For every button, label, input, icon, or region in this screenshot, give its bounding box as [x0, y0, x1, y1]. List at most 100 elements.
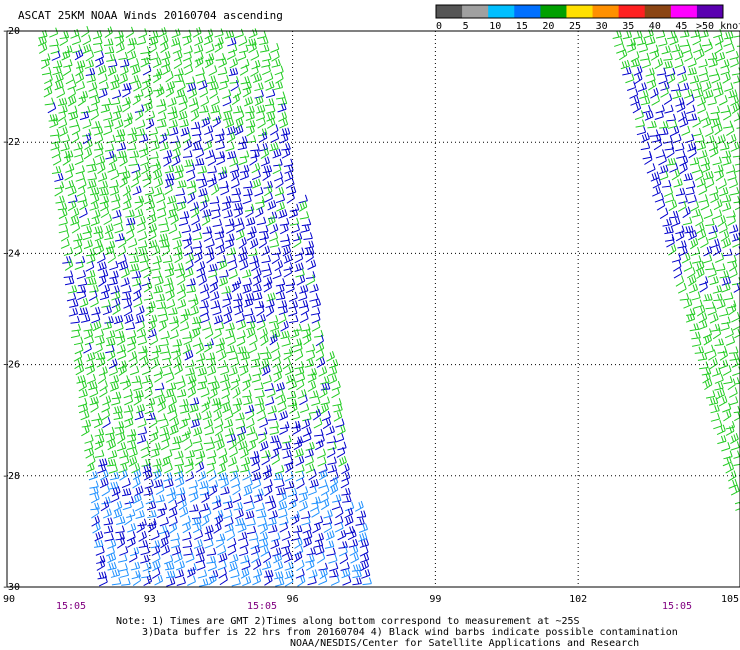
wind-barb: [182, 531, 192, 541]
wind-barb: [207, 165, 217, 174]
wind-barb: [107, 552, 117, 564]
map-grid: [7, 31, 740, 587]
wind-barb: [659, 121, 669, 129]
wind-barb: [332, 398, 342, 407]
wind-barb: [640, 96, 651, 106]
wind-barb: [255, 389, 265, 399]
wind-barb: [280, 234, 290, 242]
wind-barb: [146, 501, 157, 511]
wind-barb: [254, 397, 264, 406]
wind-barb: [200, 95, 210, 107]
wind-barb: [714, 87, 724, 98]
wind-barb: [246, 230, 256, 241]
wind-barb: [664, 186, 673, 197]
wind-barb: [191, 321, 202, 331]
wind-barb: [199, 300, 209, 309]
wind-barb: [256, 104, 266, 114]
wind-barb: [258, 432, 267, 444]
wind-barb: [168, 507, 178, 519]
wind-barb: [129, 365, 140, 376]
wind-barb: [85, 50, 95, 62]
wind-barb: [270, 322, 280, 332]
wind-barb: [723, 120, 733, 129]
wind-barb: [729, 178, 739, 189]
wind-barb: [246, 135, 257, 143]
wind-barb: [204, 133, 214, 144]
wind-barb: [195, 147, 205, 159]
wind-barb: [152, 560, 161, 572]
wind-barb: [731, 232, 740, 242]
wind-barb: [70, 329, 81, 339]
wind-barb: [730, 141, 740, 152]
wind-barb: [299, 284, 309, 294]
wind-barb: [100, 500, 110, 512]
wind-barb: [197, 569, 208, 579]
wind-barb: [234, 305, 244, 316]
wind-barb: [720, 230, 730, 242]
wind-barb: [111, 290, 121, 301]
wind-barb: [251, 170, 261, 181]
wind-barb: [731, 311, 740, 323]
wind-barb: [250, 143, 260, 152]
wind-barb: [698, 66, 708, 77]
wind-barb: [90, 401, 99, 413]
wind-barb: [195, 173, 206, 181]
wind-barb: [309, 390, 319, 399]
wind-barb: [720, 65, 730, 76]
wind-barb: [271, 50, 280, 62]
wind-barb: [215, 238, 225, 250]
wind-barb: [275, 464, 285, 475]
wind-barb: [692, 116, 701, 128]
wind-barb: [115, 525, 125, 534]
wind-barb: [220, 365, 230, 376]
wind-barb: [188, 97, 199, 107]
wind-barb: [239, 170, 249, 181]
wind-barb: [244, 297, 254, 308]
wind-barb: [174, 68, 184, 77]
wind-barb: [302, 432, 312, 443]
wind-barb: [179, 398, 189, 407]
wind-barb: [242, 470, 252, 481]
wind-barb: [70, 315, 80, 324]
wind-barb: [218, 448, 228, 459]
wind-barb: [143, 292, 154, 301]
wind-barb: [237, 319, 247, 331]
wind-barb: [59, 126, 68, 137]
wind-barb: [192, 516, 202, 526]
wind-barb: [169, 315, 179, 325]
wind-barb: [277, 401, 287, 413]
wind-barb: [117, 441, 127, 452]
wind-barb: [712, 284, 723, 294]
wind-barb: [49, 128, 60, 137]
wind-barb: [306, 274, 316, 286]
wind-barb: [709, 276, 719, 286]
wind-barb: [687, 57, 697, 68]
wind-barb: [37, 36, 47, 47]
wind-barb: [246, 216, 256, 227]
wind-barb: [647, 79, 657, 91]
wind-barb: [248, 42, 257, 54]
wind-barb: [221, 388, 230, 400]
wind-barb: [644, 110, 654, 121]
wind-barb: [138, 231, 148, 241]
wind-barb: [163, 155, 172, 167]
wind-barb: [128, 158, 139, 167]
wind-barb: [280, 421, 290, 430]
wind-barb: [182, 132, 192, 144]
wind-barb: [236, 222, 245, 233]
wind-barb: [280, 330, 290, 340]
wind-barb: [142, 79, 151, 91]
wind-barb: [121, 267, 130, 279]
wind-barb: [188, 479, 199, 489]
wind-barb: [136, 328, 147, 339]
wind-barb: [107, 349, 116, 362]
wind-barb: [58, 104, 68, 114]
wind-barb: [69, 299, 79, 308]
wind-barb: [137, 426, 148, 436]
wind-barb: [201, 514, 210, 527]
wind-barb: [193, 426, 203, 437]
wind-barb: [699, 73, 710, 83]
wind-barb: [312, 522, 321, 534]
wind-barb: [360, 553, 370, 563]
wind-barb: [633, 30, 643, 40]
